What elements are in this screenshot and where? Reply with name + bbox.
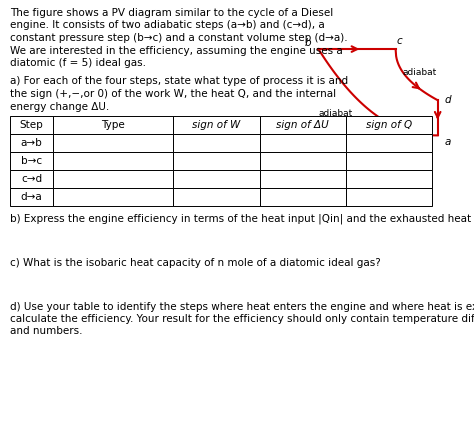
Text: c→d: c→d: [21, 174, 42, 184]
Bar: [53, 116, 173, 134]
Text: a: a: [445, 137, 451, 147]
Text: b) Express the engine efficiency in terms of the heat input |Qin| and the exhaus: b) Express the engine efficiency in term…: [10, 214, 474, 225]
Bar: [10, 152, 53, 170]
Text: sign of W: sign of W: [192, 120, 241, 130]
Bar: [53, 152, 173, 170]
Bar: [260, 170, 346, 188]
Text: b→c: b→c: [21, 156, 42, 166]
Bar: [10, 188, 53, 206]
Text: adiabat: adiabat: [319, 108, 353, 118]
Text: a) For each of the four steps, state what type of process it is and: a) For each of the four steps, state wha…: [10, 76, 348, 86]
Bar: [10, 116, 53, 134]
Bar: [53, 170, 173, 188]
Text: energy change ΔU.: energy change ΔU.: [10, 102, 109, 111]
Text: calculate the efficiency. Your result for the efficiency should only contain tem: calculate the efficiency. Your result fo…: [10, 314, 474, 324]
Bar: [346, 152, 432, 170]
Text: We are interested in the efficiency, assuming the engine uses a: We are interested in the efficiency, ass…: [10, 45, 343, 55]
Text: and numbers.: and numbers.: [10, 327, 82, 337]
Text: d) Use your table to identify the steps where heat enters the engine and where h: d) Use your table to identify the steps …: [10, 302, 474, 311]
Text: sign of ΔU: sign of ΔU: [276, 120, 329, 130]
Text: Type: Type: [101, 120, 125, 130]
Bar: [173, 134, 260, 152]
Bar: [173, 188, 260, 206]
Text: adiabat: adiabat: [402, 68, 437, 77]
Bar: [173, 116, 260, 134]
Text: b: b: [305, 38, 311, 48]
Text: c: c: [396, 36, 402, 46]
Bar: [53, 134, 173, 152]
Bar: [10, 170, 53, 188]
Text: diatomic (f = 5) ideal gas.: diatomic (f = 5) ideal gas.: [10, 58, 146, 68]
Text: Step: Step: [20, 120, 44, 130]
Text: d: d: [445, 95, 452, 105]
Text: a→b: a→b: [21, 138, 43, 148]
Text: The figure shows a PV diagram similar to the cycle of a Diesel: The figure shows a PV diagram similar to…: [10, 8, 333, 18]
Text: sign of Q: sign of Q: [366, 120, 412, 130]
Text: engine. It consists of two adiabatic steps (a→b) and (c→d), a: engine. It consists of two adiabatic ste…: [10, 20, 325, 31]
Text: d→a: d→a: [21, 192, 43, 202]
Text: c) What is the isobaric heat capacity of n mole of a diatomic ideal gas?: c) What is the isobaric heat capacity of…: [10, 258, 381, 268]
Text: the sign (+,−,or 0) of the work W, the heat Q, and the internal: the sign (+,−,or 0) of the work W, the h…: [10, 89, 336, 99]
Bar: [10, 134, 53, 152]
Bar: [260, 134, 346, 152]
Text: constant pressure step (b→c) and a constant volume step (d→a).: constant pressure step (b→c) and a const…: [10, 33, 347, 43]
Bar: [173, 152, 260, 170]
Bar: [346, 116, 432, 134]
Bar: [260, 152, 346, 170]
Bar: [53, 188, 173, 206]
Bar: [260, 188, 346, 206]
Bar: [173, 170, 260, 188]
Bar: [260, 116, 346, 134]
Bar: [346, 134, 432, 152]
Bar: [346, 188, 432, 206]
Bar: [346, 170, 432, 188]
